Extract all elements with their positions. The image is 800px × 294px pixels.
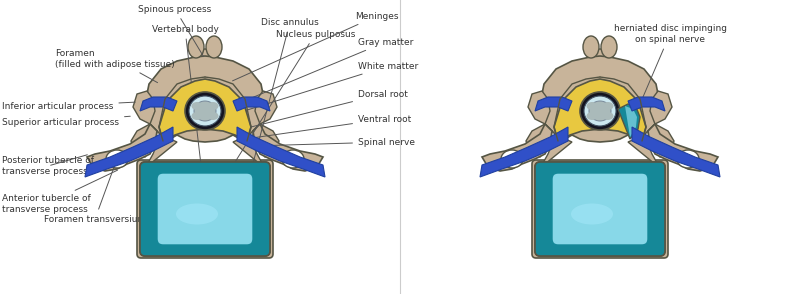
Ellipse shape (586, 102, 598, 110)
Polygon shape (87, 124, 157, 171)
FancyBboxPatch shape (157, 173, 253, 245)
FancyBboxPatch shape (137, 160, 273, 258)
Polygon shape (625, 106, 637, 137)
Ellipse shape (188, 36, 204, 58)
FancyBboxPatch shape (535, 162, 665, 256)
Text: herniated disc impinging
on spinal nerve: herniated disc impinging on spinal nerve (614, 24, 726, 101)
Ellipse shape (207, 102, 218, 110)
FancyBboxPatch shape (535, 162, 665, 256)
Polygon shape (482, 124, 552, 171)
Text: Foramen
(filled with adipose tissue): Foramen (filled with adipose tissue) (55, 49, 174, 83)
Ellipse shape (194, 101, 216, 121)
FancyBboxPatch shape (140, 162, 270, 256)
Polygon shape (131, 124, 157, 157)
Ellipse shape (601, 36, 617, 58)
Ellipse shape (602, 112, 614, 120)
Polygon shape (535, 97, 572, 111)
Polygon shape (528, 91, 550, 124)
Polygon shape (255, 91, 277, 124)
Polygon shape (632, 127, 720, 177)
FancyBboxPatch shape (157, 173, 253, 245)
Polygon shape (133, 91, 155, 124)
Ellipse shape (206, 36, 222, 58)
Polygon shape (233, 139, 267, 172)
Ellipse shape (282, 150, 304, 168)
Ellipse shape (207, 112, 218, 120)
Text: Foramen transversium: Foramen transversium (44, 162, 146, 223)
Polygon shape (237, 127, 325, 177)
Ellipse shape (176, 203, 218, 225)
Text: Vertebral body: Vertebral body (151, 24, 218, 196)
Polygon shape (526, 124, 552, 157)
Ellipse shape (586, 112, 598, 120)
Polygon shape (159, 79, 251, 141)
Ellipse shape (602, 102, 614, 110)
Text: Superior articular process: Superior articular process (2, 116, 130, 126)
Text: Ventral root: Ventral root (248, 114, 411, 138)
Ellipse shape (583, 36, 599, 58)
Polygon shape (140, 97, 177, 111)
Polygon shape (628, 97, 665, 111)
Text: White matter: White matter (230, 61, 418, 115)
Text: Spinous process: Spinous process (138, 4, 212, 57)
Ellipse shape (677, 150, 699, 168)
FancyBboxPatch shape (532, 160, 668, 258)
Ellipse shape (189, 96, 221, 126)
Ellipse shape (201, 103, 209, 119)
FancyBboxPatch shape (552, 173, 648, 245)
Ellipse shape (596, 103, 604, 119)
Polygon shape (480, 127, 568, 177)
Polygon shape (233, 97, 270, 111)
Text: Spinal nerve: Spinal nerve (256, 138, 415, 146)
Ellipse shape (571, 203, 613, 225)
Polygon shape (586, 49, 614, 89)
Text: Meninges: Meninges (233, 11, 398, 81)
Ellipse shape (106, 150, 128, 168)
Text: Posterior tubercle of
transverse process: Posterior tubercle of transverse process (2, 155, 94, 176)
Polygon shape (540, 56, 660, 142)
Text: Disc annulus: Disc annulus (246, 18, 319, 191)
Polygon shape (143, 139, 177, 172)
Ellipse shape (589, 101, 611, 121)
Polygon shape (554, 79, 646, 141)
Ellipse shape (580, 92, 620, 130)
Polygon shape (618, 104, 640, 139)
Ellipse shape (584, 96, 616, 126)
Ellipse shape (191, 102, 202, 110)
Polygon shape (253, 124, 323, 171)
Polygon shape (145, 56, 265, 142)
FancyBboxPatch shape (552, 173, 648, 245)
Polygon shape (85, 127, 173, 177)
Ellipse shape (176, 203, 218, 225)
Ellipse shape (191, 112, 202, 120)
Polygon shape (650, 91, 672, 124)
Polygon shape (253, 124, 279, 157)
Polygon shape (538, 139, 572, 172)
Ellipse shape (185, 92, 225, 130)
Text: Dorsal root: Dorsal root (246, 89, 408, 128)
Polygon shape (191, 49, 219, 89)
Ellipse shape (571, 203, 613, 225)
Polygon shape (648, 124, 674, 157)
Text: Nucleus pulposus: Nucleus pulposus (217, 29, 355, 192)
FancyBboxPatch shape (140, 162, 270, 256)
Polygon shape (628, 139, 662, 172)
Ellipse shape (501, 150, 523, 168)
Polygon shape (648, 124, 718, 171)
Text: Inferior articular process: Inferior articular process (2, 101, 135, 111)
Text: Anterior tubercle of
transverse process: Anterior tubercle of transverse process (2, 170, 118, 214)
Text: Gray matter: Gray matter (227, 38, 414, 108)
